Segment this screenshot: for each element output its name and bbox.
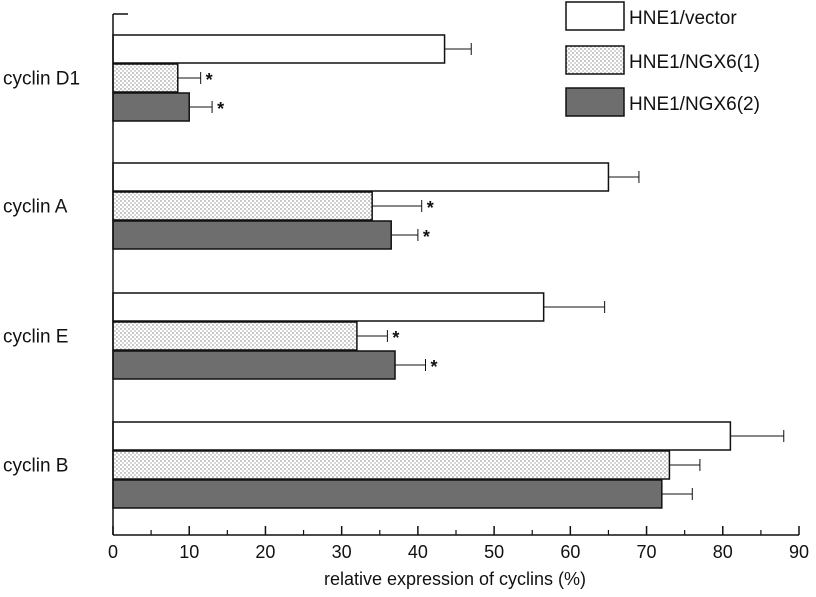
- bar-cyclin-a-hne1-ngx6-2: [112, 220, 392, 250]
- bar-cyclin-d1-hne1-vector: [112, 34, 446, 64]
- legend-label-hne1-vector: HNE1/vector: [629, 8, 737, 29]
- bar-cyclin-e-hne1-ngx6-1: [112, 321, 358, 351]
- category-label-cyclin-e: cyclin E: [3, 327, 68, 348]
- bar-cyclin-b-hne1-ngx6-1: [112, 450, 671, 480]
- bar-cyclin-b-hne1-ngx6-2: [112, 479, 663, 509]
- x-tick-label-20: 20: [255, 542, 275, 562]
- x-tick-label-90: 90: [789, 542, 809, 562]
- legend-label-hne1-ngx6-2: HNE1/NGX6(2): [629, 94, 760, 115]
- bar-cyclin-b-hne1-vector: [112, 421, 732, 451]
- legend-swatch-hne1-ngx6-1: [565, 45, 625, 75]
- legend-label-hne1-ngx6-1: HNE1/NGX6(1): [629, 52, 760, 73]
- significance-marker-cyclin-e-hne1-ngx6-1: *: [392, 328, 399, 348]
- bar-cyclin-e-hne1-ngx6-2: [112, 350, 396, 380]
- x-tick-label-10: 10: [179, 542, 199, 562]
- bar-cyclin-d1-hne1-ngx6-1: [112, 63, 179, 93]
- category-label-cyclin-d1: cyclin D1: [3, 69, 80, 90]
- x-tick-label-60: 60: [560, 542, 580, 562]
- bar-cyclin-d1-hne1-ngx6-2: [112, 92, 190, 122]
- category-label-cyclin-a: cyclin A: [3, 197, 68, 218]
- x-axis-title: relative expression of cyclins (%): [324, 569, 586, 589]
- significance-marker-cyclin-d1-hne1-ngx6-2: *: [217, 99, 224, 119]
- x-tick-label-70: 70: [637, 542, 657, 562]
- legend-swatch-hne1-vector: [565, 1, 625, 31]
- x-tick-label-80: 80: [713, 542, 733, 562]
- x-tick-label-0: 0: [108, 542, 118, 562]
- category-label-cyclin-b: cyclin B: [3, 456, 68, 477]
- significance-marker-cyclin-e-hne1-ngx6-2: *: [431, 357, 438, 377]
- legend-swatch-hne1-ngx6-2: [565, 87, 625, 117]
- x-tick-label-50: 50: [484, 542, 504, 562]
- x-tick-label-30: 30: [332, 542, 352, 562]
- significance-marker-cyclin-a-hne1-ngx6-2: *: [423, 227, 430, 247]
- bar-cyclin-a-hne1-ngx6-1: [112, 191, 373, 221]
- bar-cyclin-e-hne1-vector: [112, 292, 545, 322]
- bar-cyclin-a-hne1-vector: [112, 162, 610, 192]
- significance-marker-cyclin-d1-hne1-ngx6-1: *: [206, 70, 213, 90]
- significance-marker-cyclin-a-hne1-ngx6-1: *: [427, 198, 434, 218]
- x-tick-label-40: 40: [408, 542, 428, 562]
